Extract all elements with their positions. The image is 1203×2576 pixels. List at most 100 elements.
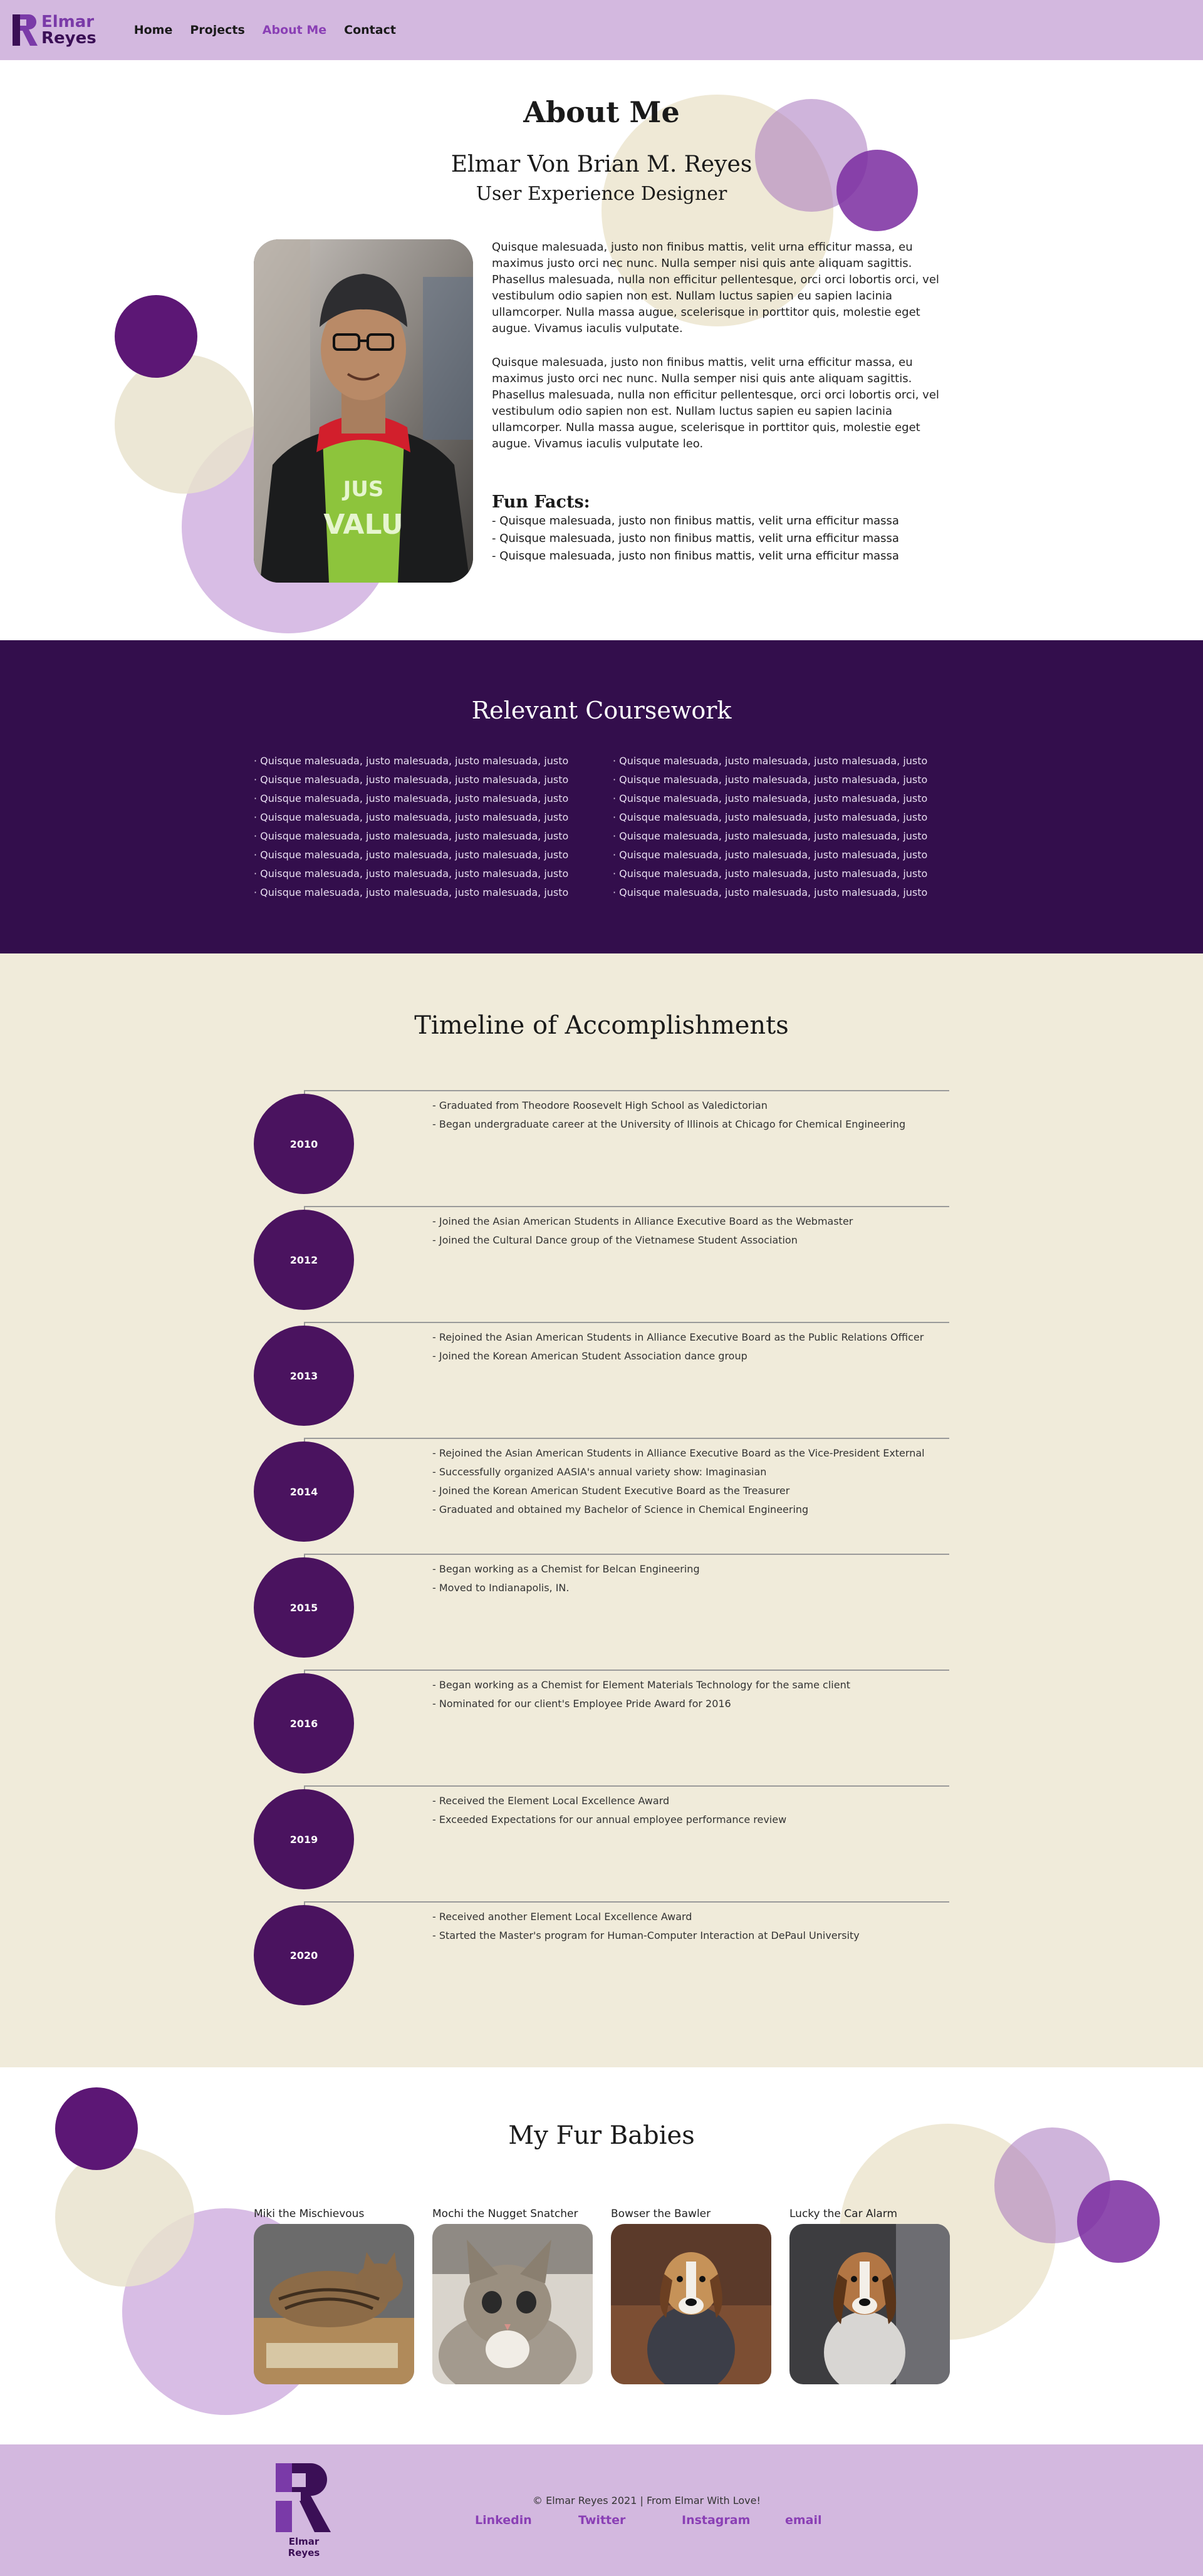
timeline-divider bbox=[304, 1901, 949, 1903]
social-links: Linkedin Twitter Instagram email bbox=[475, 2513, 888, 2527]
email-link[interactable]: email bbox=[785, 2513, 822, 2527]
timeline-item: - Began working as a Chemist for Belcan … bbox=[432, 1563, 700, 1575]
timeline-items: - Graduated from Theodore Roosevelt High… bbox=[432, 1096, 905, 1134]
timeline-year-badge: 2015 bbox=[254, 1557, 354, 1658]
timeline-section: Timeline of Accomplishments 2010 - Gradu… bbox=[0, 953, 1203, 2067]
timeline-item: - Rejoined the Asian American Students i… bbox=[432, 1331, 924, 1343]
bio-paragraph: Quisque malesuada, justo non finibus mat… bbox=[492, 356, 939, 450]
course-item: · Quisque malesuada, justo malesuada, ju… bbox=[613, 849, 928, 861]
timeline-stem bbox=[304, 1090, 305, 1096]
pet-card: Mochi the Nugget Snatcher bbox=[432, 2208, 593, 2384]
course-item: · Quisque malesuada, justo malesuada, ju… bbox=[254, 792, 569, 804]
timeline-item: - Received another Element Local Excelle… bbox=[432, 1911, 692, 1923]
job-title: User Experience Designer bbox=[476, 183, 727, 205]
timeline-items: - Began working as a Chemist for Belcan … bbox=[432, 1560, 700, 1597]
timeline-item: - Graduated from Theodore Roosevelt High… bbox=[432, 1099, 768, 1111]
timeline-entry: 2015 - Began working as a Chemist for Be… bbox=[254, 1554, 949, 1660]
pet-card: Miki the Mischievous bbox=[254, 2208, 414, 2384]
pet-photo-dog-illustration bbox=[789, 2224, 950, 2384]
timeline-items: - Began working as a Chemist for Element… bbox=[432, 1676, 850, 1713]
timeline-divider bbox=[304, 1785, 949, 1787]
timeline-year-badge: 2013 bbox=[254, 1326, 354, 1426]
timeline-item: - Moved to Indianapolis, IN. bbox=[432, 1582, 570, 1594]
fun-fact: - Quisque malesuada, justo non finibus m… bbox=[492, 514, 899, 527]
timeline-stem bbox=[304, 1901, 305, 1908]
nav-link-projects[interactable]: Projects bbox=[190, 23, 245, 37]
timeline-items: - Joined the Asian American Students in … bbox=[432, 1212, 853, 1250]
timeline-item: - Nominated for our client's Employee Pr… bbox=[432, 1698, 731, 1710]
timeline-year-badge: 2016 bbox=[254, 1673, 354, 1774]
linkedin-link[interactable]: Linkedin bbox=[475, 2513, 532, 2527]
decor-circle-purple-left bbox=[115, 295, 197, 378]
timeline-item: - Exceeded Expectations for our annual e… bbox=[432, 1814, 787, 1826]
top-nav: Elmar Reyes Home Projects About Me Conta… bbox=[0, 0, 1203, 60]
decor-circle-beige-left bbox=[115, 355, 254, 494]
timeline-items: - Received another Element Local Excelle… bbox=[432, 1908, 860, 1945]
timeline-entry: 2019 - Received the Element Local Excell… bbox=[254, 1785, 949, 1892]
timeline-item: - Started the Master's program for Human… bbox=[432, 1929, 860, 1941]
timeline-item: - Began working as a Chemist for Element… bbox=[432, 1679, 850, 1691]
pet-card: Lucky the Car Alarm bbox=[789, 2208, 950, 2384]
footer-logo[interactable]: Elmar Reyes bbox=[276, 2463, 332, 2558]
timeline-item: - Began undergraduate career at the Univ… bbox=[432, 1118, 906, 1130]
fun-fact: - Quisque malesuada, justo non finibus m… bbox=[492, 549, 899, 563]
timeline-item: - Received the Element Local Excellence … bbox=[432, 1795, 670, 1807]
pet-name: Miki the Mischievous bbox=[254, 2208, 365, 2220]
timeline-entry: 2014 - Rejoined the Asian American Stude… bbox=[254, 1438, 949, 1544]
timeline-entry: 2016 - Began working as a Chemist for El… bbox=[254, 1670, 949, 1776]
timeline-year-badge: 2019 bbox=[254, 1789, 354, 1889]
timeline-item: - Graduated and obtained my Bachelor of … bbox=[432, 1504, 809, 1515]
nav-link-about-me[interactable]: About Me bbox=[262, 23, 327, 37]
nav-links: Home Projects About Me Contact bbox=[134, 23, 396, 37]
coursework-title: Relevant Coursework bbox=[471, 697, 732, 724]
course-item: · Quisque malesuada, justo malesuada, ju… bbox=[613, 830, 928, 842]
timeline-year-badge: 2014 bbox=[254, 1441, 354, 1542]
logo-word-2: Reyes bbox=[41, 29, 96, 48]
bio: Quisque malesuada, justo non finibus mat… bbox=[492, 239, 949, 470]
decor-circle-beige-left bbox=[55, 2148, 194, 2287]
pet-photo bbox=[254, 2224, 414, 2384]
site-logo[interactable]: Elmar Reyes bbox=[13, 14, 96, 46]
pet-card: Bowser the Bawler bbox=[611, 2208, 771, 2384]
course-item: · Quisque malesuada, justo malesuada, ju… bbox=[254, 774, 569, 786]
pet-photo-dog-illustration bbox=[611, 2224, 771, 2384]
timeline-item: - Joined the Korean American Student Exe… bbox=[432, 1485, 790, 1497]
timeline-stem bbox=[304, 1670, 305, 1676]
pet-photo-cat-illustration bbox=[254, 2224, 414, 2384]
svg-text:VALU: VALU bbox=[323, 509, 403, 541]
logo-word-1: Elmar bbox=[41, 13, 95, 31]
timeline-divider bbox=[304, 1322, 949, 1323]
course-item: · Quisque malesuada, justo malesuada, ju… bbox=[613, 886, 928, 898]
course-item: · Quisque malesuada, justo malesuada, ju… bbox=[613, 792, 928, 804]
timeline-item: - Joined the Asian American Students in … bbox=[432, 1215, 853, 1227]
footer-logo-mark-icon bbox=[276, 2463, 331, 2532]
coursework-section: Relevant Coursework · Quisque malesuada,… bbox=[0, 640, 1203, 953]
timeline-stem bbox=[304, 1554, 305, 1560]
decor-circle-purple-right bbox=[1077, 2180, 1160, 2263]
course-item: · Quisque malesuada, justo malesuada, ju… bbox=[254, 755, 569, 767]
timeline-title: Timeline of Accomplishments bbox=[414, 1011, 789, 1040]
timeline-year-badge: 2012 bbox=[254, 1210, 354, 1310]
twitter-link[interactable]: Twitter bbox=[578, 2513, 626, 2527]
profile-photo: JUS VALU bbox=[254, 239, 473, 583]
timeline-entry: 2020 - Received another Element Local Ex… bbox=[254, 1901, 949, 2008]
about-section: About Me Elmar Von Brian M. Reyes User E… bbox=[0, 60, 1203, 640]
timeline-stem bbox=[304, 1322, 305, 1328]
course-item: · Quisque malesuada, justo malesuada, ju… bbox=[613, 868, 928, 880]
profile-photo-illustration: JUS VALU bbox=[254, 239, 473, 583]
nav-link-contact[interactable]: Contact bbox=[344, 23, 396, 37]
timeline-divider bbox=[304, 1206, 949, 1207]
pet-photo bbox=[789, 2224, 950, 2384]
timeline-items: - Rejoined the Asian American Students i… bbox=[432, 1444, 925, 1519]
nav-link-home[interactable]: Home bbox=[133, 23, 173, 37]
timeline-entry: 2012 - Joined the Asian American Student… bbox=[254, 1206, 949, 1312]
timeline-divider bbox=[304, 1670, 949, 1671]
page-title: About Me bbox=[523, 95, 680, 129]
timeline-divider bbox=[304, 1438, 949, 1439]
timeline-item: - Successfully organized AASIA's annual … bbox=[432, 1466, 767, 1478]
course-item: · Quisque malesuada, justo malesuada, ju… bbox=[613, 811, 928, 823]
copyright-text: © Elmar Reyes 2021 | From Elmar With Lov… bbox=[533, 2495, 761, 2506]
course-item: · Quisque malesuada, justo malesuada, ju… bbox=[254, 868, 569, 880]
full-name: Elmar Von Brian M. Reyes bbox=[450, 152, 753, 177]
instagram-link[interactable]: Instagram bbox=[682, 2513, 751, 2527]
